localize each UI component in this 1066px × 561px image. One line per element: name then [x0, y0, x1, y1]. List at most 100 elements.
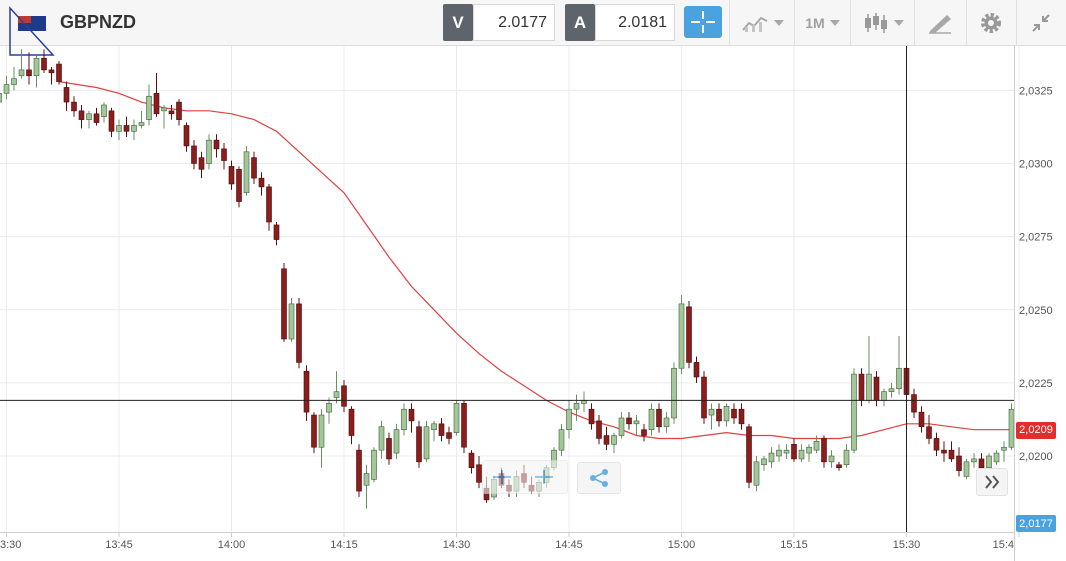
candle [341, 379, 347, 413]
candle-body [963, 461, 970, 477]
candle [311, 412, 317, 454]
candle-body [993, 452, 1000, 463]
candle-body [708, 408, 715, 416]
candle-body [866, 373, 872, 401]
candle-body [198, 157, 205, 170]
settings-button[interactable] [972, 6, 1010, 40]
candle [191, 140, 197, 170]
candle-body [761, 458, 767, 466]
candle [588, 403, 595, 430]
double-chevron-right-icon [985, 475, 1000, 489]
candle [18, 49, 25, 79]
candle-body [1001, 446, 1007, 451]
time-tick-label: 15:4 [993, 539, 1014, 551]
share-button[interactable] [577, 462, 621, 494]
drawing-tools-button[interactable] [920, 6, 960, 40]
candle [183, 122, 190, 152]
candle-body [768, 452, 775, 463]
candle [963, 458, 970, 480]
candle [648, 403, 655, 436]
ask-label: A [565, 4, 595, 41]
candle [438, 417, 445, 442]
timeframe-selector[interactable]: 1M [800, 6, 845, 40]
price-tick-label: 2,0250 [1019, 305, 1053, 317]
zoom-controls[interactable] [482, 460, 568, 494]
candle-body [168, 110, 175, 115]
candle [258, 172, 265, 196]
candle-body [0, 93, 2, 103]
candle [791, 438, 797, 462]
time-tick-label: 14:30 [443, 539, 471, 551]
candle [656, 403, 662, 433]
candle [558, 423, 565, 456]
candle-body [746, 426, 752, 483]
candle [468, 450, 475, 474]
candle-body [948, 449, 955, 460]
candle-body [731, 408, 737, 419]
indicators-button[interactable] [735, 6, 790, 40]
ma-price-badge: 2,0209 [1016, 421, 1056, 439]
candle-body [881, 391, 887, 401]
candle-body [558, 429, 565, 451]
candle [26, 52, 32, 85]
candle [356, 444, 362, 497]
candle-body [26, 69, 32, 77]
candle [243, 145, 250, 196]
candle-body [348, 408, 355, 436]
candle [431, 420, 437, 442]
chart-type-button[interactable] [858, 6, 908, 40]
time-tick-label: 15:30 [893, 539, 921, 551]
candle-body [63, 87, 70, 103]
candle [3, 75, 10, 100]
candle [821, 435, 827, 468]
candle [131, 119, 137, 141]
fullscreen-button[interactable] [1022, 6, 1060, 40]
toolbar-divider [966, 0, 967, 46]
candle-body [183, 125, 190, 147]
bid-price[interactable]: 2.0177 [473, 4, 555, 41]
toolbar-divider [1016, 0, 1017, 46]
candle [393, 423, 400, 459]
candle [971, 453, 977, 468]
candle-body [236, 169, 242, 202]
candle-body [56, 63, 62, 82]
time-tick-label: 13:45 [105, 539, 133, 551]
candle [798, 444, 805, 462]
time-tick-label: 14:45 [555, 539, 583, 551]
candle [93, 107, 100, 126]
price-tick-label: 2,0225 [1019, 378, 1053, 390]
candle [56, 61, 62, 85]
candle [603, 426, 610, 451]
candle [146, 84, 152, 126]
candle-body [603, 435, 610, 445]
candle-body [146, 95, 152, 120]
candle [363, 464, 370, 509]
candle-body [41, 57, 47, 71]
candle-body [468, 452, 475, 469]
candle-body [858, 373, 865, 401]
candle-body [258, 177, 265, 188]
candle-body [153, 93, 160, 115]
crosshair-button[interactable] [684, 6, 722, 38]
candle [318, 409, 325, 468]
candle-body [596, 420, 602, 439]
chart-toolbar: GBPNZD V 2.0177 A 2.0181 1M [0, 0, 1066, 56]
candle [453, 400, 460, 436]
candle-body [386, 438, 392, 460]
candle-body [18, 69, 25, 77]
candle-body [648, 408, 655, 430]
candle-body [371, 449, 377, 480]
candle [198, 151, 205, 179]
candle-body [296, 303, 302, 363]
candle [326, 397, 332, 424]
candle-body [423, 426, 430, 460]
ask-price[interactable]: 2.0181 [595, 4, 675, 41]
candle-body [303, 370, 310, 413]
scroll-to-latest-button[interactable] [976, 468, 1008, 496]
bid-label: V [443, 4, 473, 41]
candle-body [693, 362, 700, 378]
collapse-icon [1032, 14, 1050, 32]
candle-body [716, 408, 722, 422]
candle-body [851, 373, 857, 451]
candle-body [378, 426, 385, 451]
